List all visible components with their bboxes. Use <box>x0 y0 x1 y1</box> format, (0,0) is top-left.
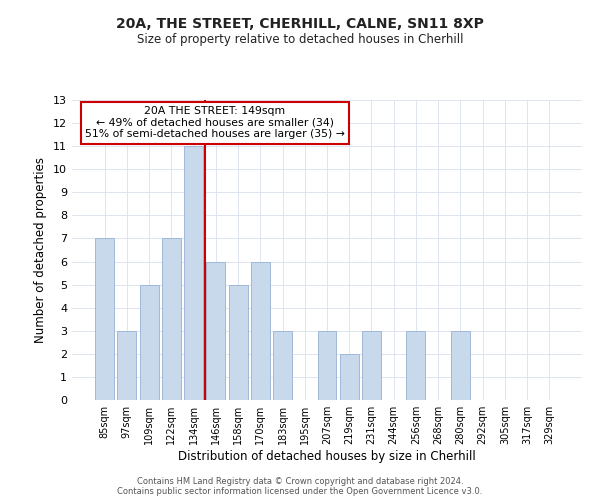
Bar <box>184 146 203 400</box>
Y-axis label: Number of detached properties: Number of detached properties <box>34 157 47 343</box>
Bar <box>229 284 248 400</box>
Bar <box>140 284 158 400</box>
Text: Size of property relative to detached houses in Cherhill: Size of property relative to detached ho… <box>137 32 463 46</box>
Bar <box>317 331 337 400</box>
Bar <box>273 331 292 400</box>
Text: 20A, THE STREET, CHERHILL, CALNE, SN11 8XP: 20A, THE STREET, CHERHILL, CALNE, SN11 8… <box>116 18 484 32</box>
Bar <box>406 331 425 400</box>
Bar <box>206 262 225 400</box>
Bar <box>118 331 136 400</box>
Bar <box>251 262 270 400</box>
Bar <box>95 238 114 400</box>
Bar <box>362 331 381 400</box>
Bar <box>162 238 181 400</box>
Bar <box>451 331 470 400</box>
Text: 20A THE STREET: 149sqm
← 49% of detached houses are smaller (34)
51% of semi-det: 20A THE STREET: 149sqm ← 49% of detached… <box>85 106 345 139</box>
Text: Contains public sector information licensed under the Open Government Licence v3: Contains public sector information licen… <box>118 486 482 496</box>
X-axis label: Distribution of detached houses by size in Cherhill: Distribution of detached houses by size … <box>178 450 476 463</box>
Text: Contains HM Land Registry data © Crown copyright and database right 2024.: Contains HM Land Registry data © Crown c… <box>137 476 463 486</box>
Bar <box>340 354 359 400</box>
